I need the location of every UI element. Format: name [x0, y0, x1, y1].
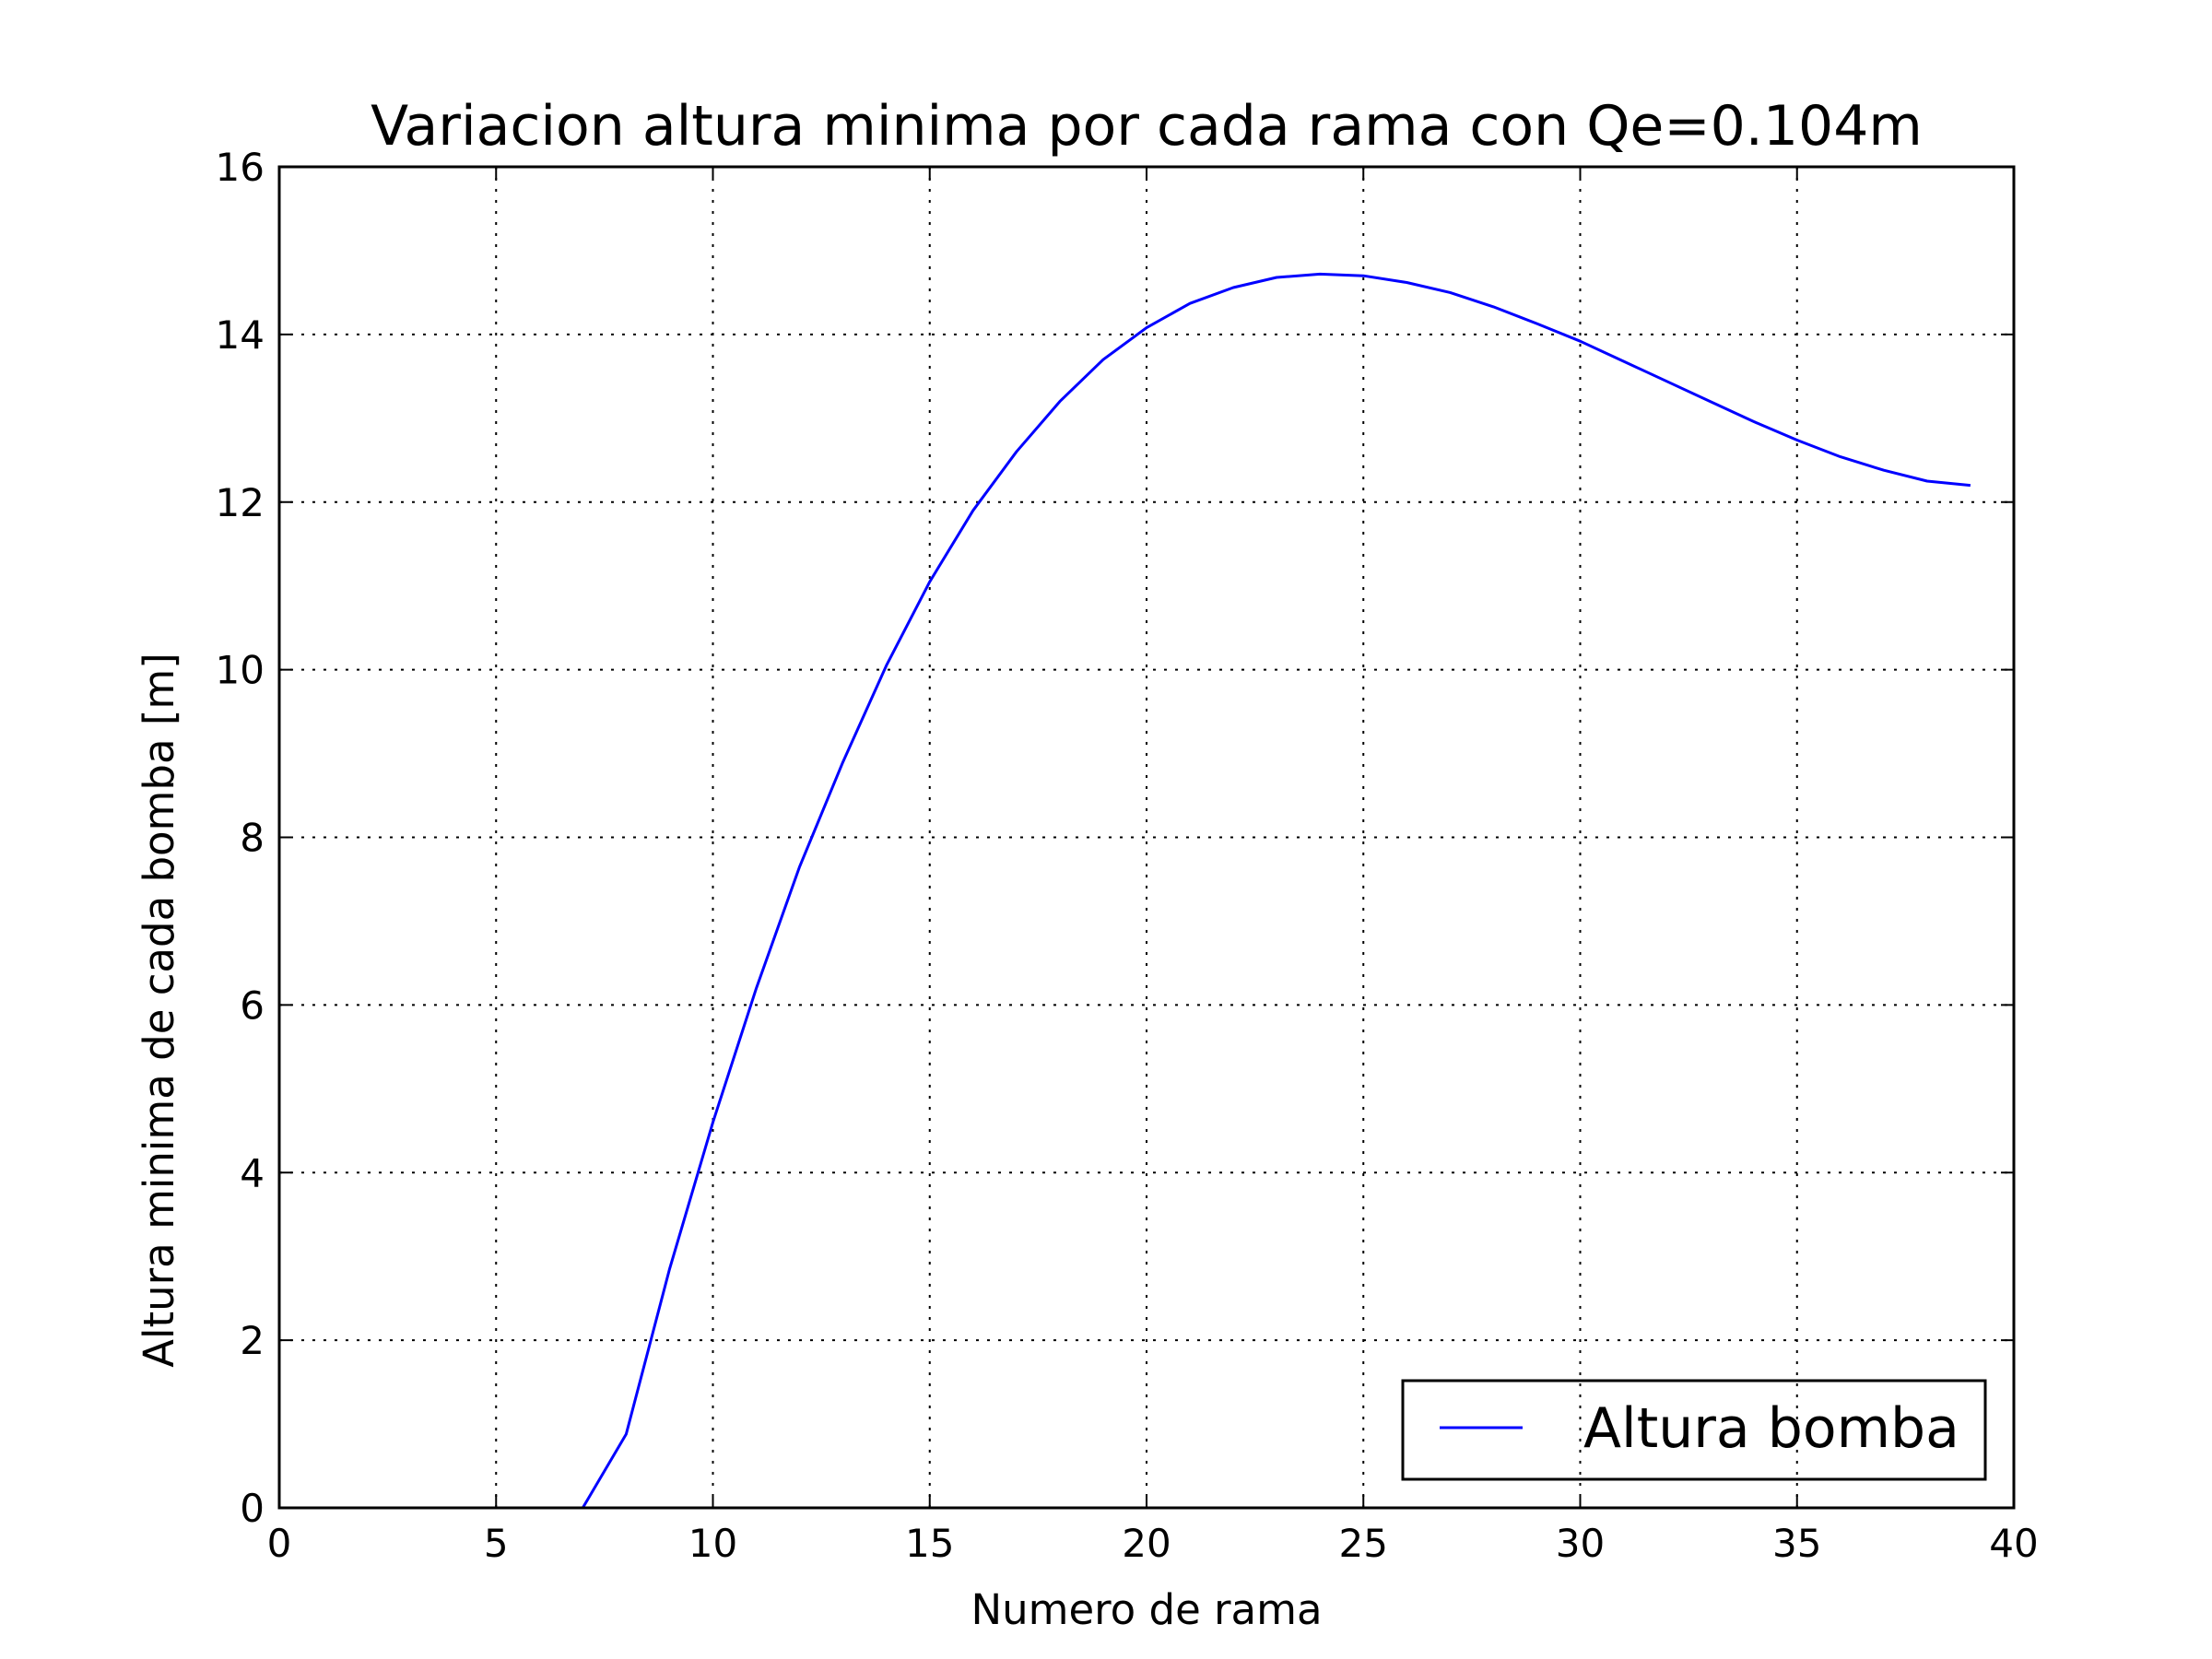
axis-ticks: 0 5 10 15 20 25 30 35 40 0 2 4 6 8 10 12 14 16: [216, 145, 2039, 1566]
data-point: [1276, 276, 1278, 279]
legend: Altura bomba: [1401, 1379, 1987, 1481]
data-point: [1362, 275, 1365, 277]
x-tick-label: 15: [905, 1521, 954, 1566]
y-tick-label: 10: [216, 648, 265, 693]
x-tick-label: 25: [1339, 1521, 1388, 1566]
x-tick-label: 10: [688, 1521, 737, 1566]
x-tick-label: 35: [1772, 1521, 1821, 1566]
data-point: [1319, 273, 1322, 276]
x-tick-label: 30: [1556, 1521, 1605, 1566]
y-tick-label: 12: [216, 480, 265, 525]
data-point: [841, 760, 844, 763]
data-point: [1492, 305, 1495, 308]
data-point: [1839, 455, 1841, 458]
y-tick-label: 2: [240, 1318, 265, 1363]
x-tick-label: 20: [1122, 1521, 1171, 1566]
data-point: [798, 865, 801, 868]
y-axis-label: Altura minima de cada bomba [m]: [135, 653, 183, 1368]
data-point: [755, 987, 758, 990]
data-point: [1101, 359, 1104, 361]
data-point: [885, 665, 888, 667]
data-point: [625, 1433, 628, 1436]
data-point: [1709, 400, 1712, 403]
data-point: [1015, 451, 1018, 453]
x-tick-label: 40: [1989, 1521, 2038, 1566]
legend-label-altura-bomba: Altura bomba: [1583, 1396, 1959, 1461]
grid-lines: [279, 167, 2014, 1508]
y-tick-label: 8: [240, 816, 265, 861]
x-axis-label: Numero de rama: [971, 1585, 1322, 1634]
data-point: [1449, 291, 1452, 294]
data-point: [928, 581, 931, 583]
x-tick-label: 0: [267, 1521, 292, 1566]
y-tick-label: 0: [240, 1486, 265, 1531]
data-point: [1622, 360, 1625, 363]
data-point: [668, 1267, 671, 1270]
data-point: [1535, 323, 1538, 325]
data-point: [1406, 281, 1408, 284]
data-point: [1752, 420, 1755, 423]
y-tick-label: 14: [216, 312, 265, 358]
x-tick-label: 5: [484, 1521, 509, 1566]
data-point: [1925, 480, 1928, 483]
data-point: [971, 509, 974, 512]
data-point: [1795, 439, 1798, 441]
data-point: [1579, 340, 1582, 343]
data-point: [1969, 484, 1971, 487]
legend-box: [1401, 1379, 1987, 1481]
data-point: [1882, 469, 1885, 472]
data-point: [1665, 380, 1668, 382]
data-point: [1146, 326, 1148, 329]
data-point: [1232, 287, 1235, 289]
y-tick-label: 16: [216, 145, 265, 190]
data-point: [712, 1121, 714, 1124]
y-tick-label: 4: [240, 1150, 265, 1195]
data-point: [1189, 302, 1192, 305]
chart-title: Variacion altura minima por cada rama co…: [371, 94, 1923, 159]
y-tick-label: 6: [240, 982, 265, 1028]
data-point: [1058, 400, 1061, 403]
